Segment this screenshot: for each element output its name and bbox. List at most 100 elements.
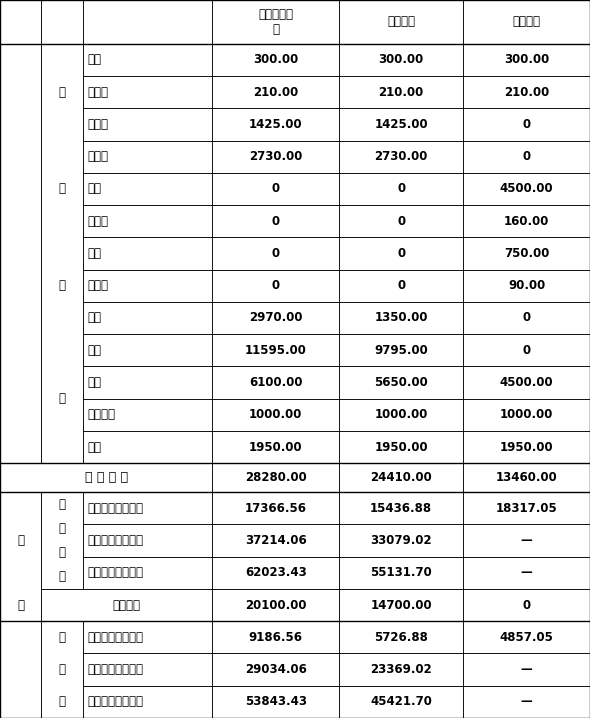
- Text: 育秹盘: 育秹盘: [87, 85, 109, 98]
- Text: 入: 入: [58, 695, 65, 709]
- Text: 1950.00: 1950.00: [249, 441, 303, 454]
- Text: 18317.05: 18317.05: [496, 502, 558, 515]
- Text: 9186.56: 9186.56: [249, 631, 303, 644]
- Text: 2730.00: 2730.00: [249, 150, 303, 163]
- Text: —: —: [521, 567, 532, 579]
- Text: 常规鸭稻: 常规鸭稻: [387, 15, 415, 28]
- Text: 9795.00: 9795.00: [374, 344, 428, 357]
- Text: 160.00: 160.00: [504, 215, 549, 228]
- Text: 饲料: 饲料: [87, 344, 101, 357]
- Text: 300.00: 300.00: [253, 53, 299, 66]
- Text: 210.00: 210.00: [253, 85, 299, 98]
- Text: 4857.05: 4857.05: [500, 631, 553, 644]
- Text: 食: 食: [58, 522, 65, 535]
- Text: 6100.00: 6100.00: [249, 376, 303, 389]
- Text: 值: 值: [17, 599, 24, 612]
- Text: 有机肥: 有机肥: [87, 150, 109, 163]
- Text: 62023.43: 62023.43: [245, 567, 307, 579]
- Text: 11595.00: 11595.00: [245, 344, 307, 357]
- Text: —: —: [521, 663, 532, 676]
- Text: 入: 入: [58, 182, 65, 195]
- Text: 300.00: 300.00: [504, 53, 549, 66]
- Text: 24410.00: 24410.00: [371, 471, 432, 484]
- Text: 14700.00: 14700.00: [371, 599, 432, 612]
- Text: 0: 0: [523, 118, 530, 131]
- Text: 28280.00: 28280.00: [245, 471, 307, 484]
- Text: 210.00: 210.00: [504, 85, 549, 98]
- Text: 45421.70: 45421.70: [371, 695, 432, 709]
- Text: 投: 投: [58, 85, 65, 98]
- Text: 0: 0: [397, 182, 405, 195]
- Text: 一稻两鸭套
养: 一稻两鸭套 养: [258, 8, 293, 36]
- Text: 0: 0: [272, 215, 280, 228]
- Text: 净: 净: [58, 631, 65, 644]
- Text: 5726.88: 5726.88: [374, 631, 428, 644]
- Text: 0: 0: [272, 279, 280, 292]
- Text: 90.00: 90.00: [508, 279, 545, 292]
- Text: 210.00: 210.00: [379, 85, 424, 98]
- Text: 29034.06: 29034.06: [245, 663, 307, 676]
- Text: 値: 値: [58, 570, 65, 583]
- Text: 资: 资: [58, 279, 65, 292]
- Text: 产: 产: [58, 546, 65, 559]
- Text: 鸭苗: 鸭苗: [87, 312, 101, 325]
- Text: 产: 产: [17, 534, 24, 547]
- Text: 粮: 粮: [58, 498, 65, 510]
- Text: 0: 0: [397, 215, 405, 228]
- Text: 塑料网: 塑料网: [87, 118, 109, 131]
- Text: 按绳色大米价格计: 按绳色大米价格计: [87, 663, 143, 676]
- Text: 55131.70: 55131.70: [371, 567, 432, 579]
- Text: 0: 0: [523, 344, 530, 357]
- Text: 300.00: 300.00: [379, 53, 424, 66]
- Text: 收: 收: [58, 663, 65, 676]
- Text: 1425.00: 1425.00: [249, 118, 303, 131]
- Text: 化肥: 化肥: [87, 182, 101, 195]
- Text: 除草剂: 除草剂: [87, 279, 109, 292]
- Text: 常规稻作: 常规稻作: [513, 15, 540, 28]
- Text: 0: 0: [272, 247, 280, 260]
- Text: 20100.00: 20100.00: [245, 599, 307, 612]
- Text: 17366.56: 17366.56: [245, 502, 307, 515]
- Text: 鸭子产値: 鸭子产値: [113, 599, 141, 612]
- Text: 人工: 人工: [87, 376, 101, 389]
- Text: 1350.00: 1350.00: [375, 312, 428, 325]
- Text: 除螺剂: 除螺剂: [87, 215, 109, 228]
- Text: 1000.00: 1000.00: [249, 409, 303, 421]
- Text: 按普通大米价格计: 按普通大米价格计: [87, 502, 143, 515]
- Text: 0: 0: [397, 247, 405, 260]
- Text: 0: 0: [523, 312, 530, 325]
- Text: 4500.00: 4500.00: [500, 182, 553, 195]
- Text: 750.00: 750.00: [504, 247, 549, 260]
- Text: 53843.43: 53843.43: [245, 695, 307, 709]
- Text: 13460.00: 13460.00: [496, 471, 558, 484]
- Text: 33079.02: 33079.02: [371, 534, 432, 547]
- Text: 投 入 小 计: 投 入 小 计: [84, 471, 128, 484]
- Text: 稼种: 稼种: [87, 53, 101, 66]
- Text: 15436.88: 15436.88: [370, 502, 432, 515]
- Text: 0: 0: [523, 599, 530, 612]
- Text: 1000.00: 1000.00: [500, 409, 553, 421]
- Text: —: —: [521, 534, 532, 547]
- Text: 23369.02: 23369.02: [371, 663, 432, 676]
- Text: 农药: 农药: [87, 247, 101, 260]
- Text: 0: 0: [272, 182, 280, 195]
- Text: 5650.00: 5650.00: [374, 376, 428, 389]
- Text: 按有机大米价格计: 按有机大米价格计: [87, 567, 143, 579]
- Text: 4500.00: 4500.00: [500, 376, 553, 389]
- Text: 2970.00: 2970.00: [249, 312, 303, 325]
- Text: 机械整地: 机械整地: [87, 409, 116, 421]
- Text: 按绳色大米价格计: 按绳色大米价格计: [87, 534, 143, 547]
- Text: 0: 0: [397, 279, 405, 292]
- Text: 按普通大米价格计: 按普通大米价格计: [87, 631, 143, 644]
- Text: 1950.00: 1950.00: [500, 441, 553, 454]
- Text: —: —: [521, 695, 532, 709]
- Text: 37214.06: 37214.06: [245, 534, 307, 547]
- Text: 2730.00: 2730.00: [375, 150, 428, 163]
- Text: 收割: 收割: [87, 441, 101, 454]
- Text: 1000.00: 1000.00: [375, 409, 428, 421]
- Text: 按有机大米价格计: 按有机大米价格计: [87, 695, 143, 709]
- Text: 金: 金: [58, 392, 65, 405]
- Text: 0: 0: [523, 150, 530, 163]
- Text: 1425.00: 1425.00: [375, 118, 428, 131]
- Text: 1950.00: 1950.00: [375, 441, 428, 454]
